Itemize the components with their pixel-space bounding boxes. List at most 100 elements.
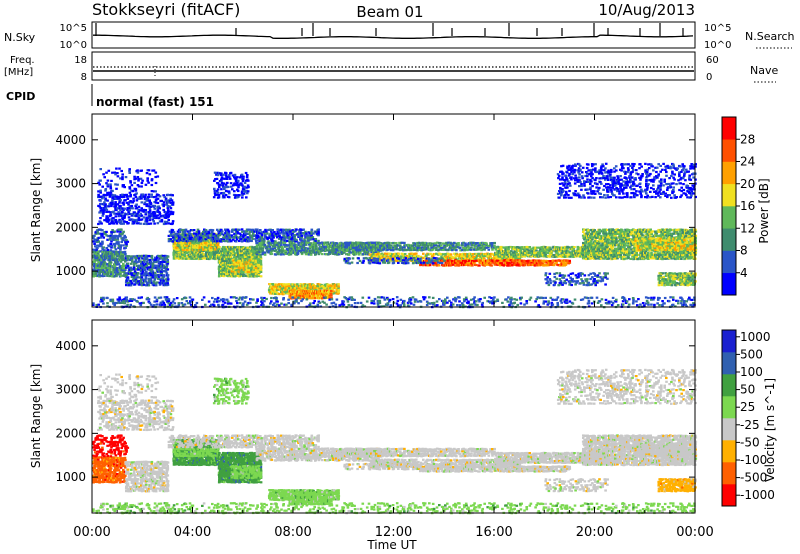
- power-cell: [100, 259, 104, 262]
- power-cell: [106, 191, 109, 194]
- power-cell: [242, 177, 245, 180]
- power-cell: [119, 260, 123, 263]
- power-cell: [116, 220, 119, 223]
- power-cell: [119, 204, 122, 208]
- power-cell: [128, 187, 132, 190]
- power-cell: [111, 229, 114, 232]
- power-cell: [181, 242, 185, 245]
- power-cell: [136, 176, 140, 179]
- freq-label: Freq.: [10, 55, 35, 66]
- power-cell: [137, 259, 141, 262]
- power-cell: [259, 256, 263, 259]
- power-cell: [152, 196, 156, 199]
- power-cell: [132, 221, 136, 224]
- power-cell: [234, 234, 238, 237]
- power-cell: [112, 210, 115, 213]
- power-cell: [136, 171, 140, 174]
- power-cell: [93, 250, 96, 253]
- power-cell: [99, 195, 102, 199]
- power-cell: [138, 260, 141, 263]
- power-cell: [145, 218, 149, 221]
- power-cell: [111, 171, 114, 174]
- power-cell: [163, 281, 167, 284]
- power-cell: [129, 201, 133, 204]
- power-cell: [149, 205, 153, 208]
- power-cell: [199, 244, 203, 247]
- power-cell: [105, 208, 109, 211]
- power-cell: [218, 246, 221, 249]
- power-cell: [144, 183, 148, 186]
- power-cell: [114, 201, 117, 204]
- power-cell: [196, 251, 200, 254]
- power-cell: [111, 201, 114, 204]
- power-cell: [171, 236, 175, 239]
- power-cell: [113, 244, 117, 247]
- power-cell: [337, 285, 340, 288]
- power-cell: [329, 289, 333, 293]
- power-cell: [222, 173, 225, 176]
- power-cell: [96, 247, 99, 250]
- power-cell: [126, 240, 130, 243]
- power-cell: [92, 254, 95, 257]
- power-cell: [278, 283, 281, 286]
- power-cell: [96, 244, 99, 247]
- power-cell: [154, 171, 158, 174]
- power-cell: [146, 268, 150, 271]
- power-cell: [116, 271, 120, 274]
- power-cell: [114, 238, 117, 241]
- power-cell: [222, 254, 226, 257]
- power-cell: [246, 246, 250, 249]
- power-cell: [99, 236, 102, 239]
- power-cell: [223, 196, 226, 199]
- power-cell: [156, 277, 160, 280]
- power-cell: [133, 272, 137, 275]
- power-cell: [122, 262, 125, 266]
- power-cell: [256, 234, 260, 237]
- power-cell: [137, 214, 140, 217]
- power-cell: [243, 259, 247, 262]
- power-cell: [97, 240, 101, 243]
- power-cell: [145, 273, 149, 277]
- power-cell: [132, 277, 136, 280]
- power-cell: [105, 234, 108, 237]
- power-cell: [106, 205, 109, 208]
- power-cell: [152, 169, 156, 172]
- power-cell: [235, 266, 238, 269]
- power-cell: [241, 196, 244, 199]
- power-cell: [194, 257, 198, 260]
- power-cell: [166, 274, 170, 277]
- power-cell: [125, 239, 128, 242]
- power-cell: [135, 220, 139, 223]
- power-cell: [236, 263, 240, 266]
- power-cell: [153, 256, 157, 259]
- power-cell: [117, 211, 120, 214]
- power-cell: [110, 252, 114, 255]
- power-cell: [119, 246, 122, 249]
- power-cell: [247, 179, 250, 182]
- power-cell: [147, 181, 150, 184]
- power-cell: [166, 278, 170, 281]
- power-cell: [302, 228, 305, 231]
- power-cell: [150, 256, 154, 259]
- power-cell: [162, 279, 166, 282]
- power-cell: [231, 253, 235, 256]
- power-cell: [105, 210, 108, 213]
- power-cell: [134, 278, 138, 281]
- power-cell: [160, 220, 163, 223]
- power-cell: [119, 271, 122, 274]
- power-cell: [93, 242, 96, 245]
- power-cell: [122, 195, 126, 199]
- power-cell: [246, 257, 249, 260]
- power-cell: [226, 275, 230, 278]
- power-cell: [148, 272, 152, 275]
- power-cell: [121, 238, 124, 242]
- power-cell: [156, 201, 160, 205]
- power-cell: [125, 221, 128, 224]
- power-cell: [457, 242, 460, 245]
- power-cell: [124, 176, 128, 179]
- power-cell: [101, 261, 104, 264]
- power-cell: [140, 197, 143, 200]
- power-cell: [132, 197, 135, 200]
- power-cell: [205, 251, 209, 254]
- power-cell: [138, 283, 142, 286]
